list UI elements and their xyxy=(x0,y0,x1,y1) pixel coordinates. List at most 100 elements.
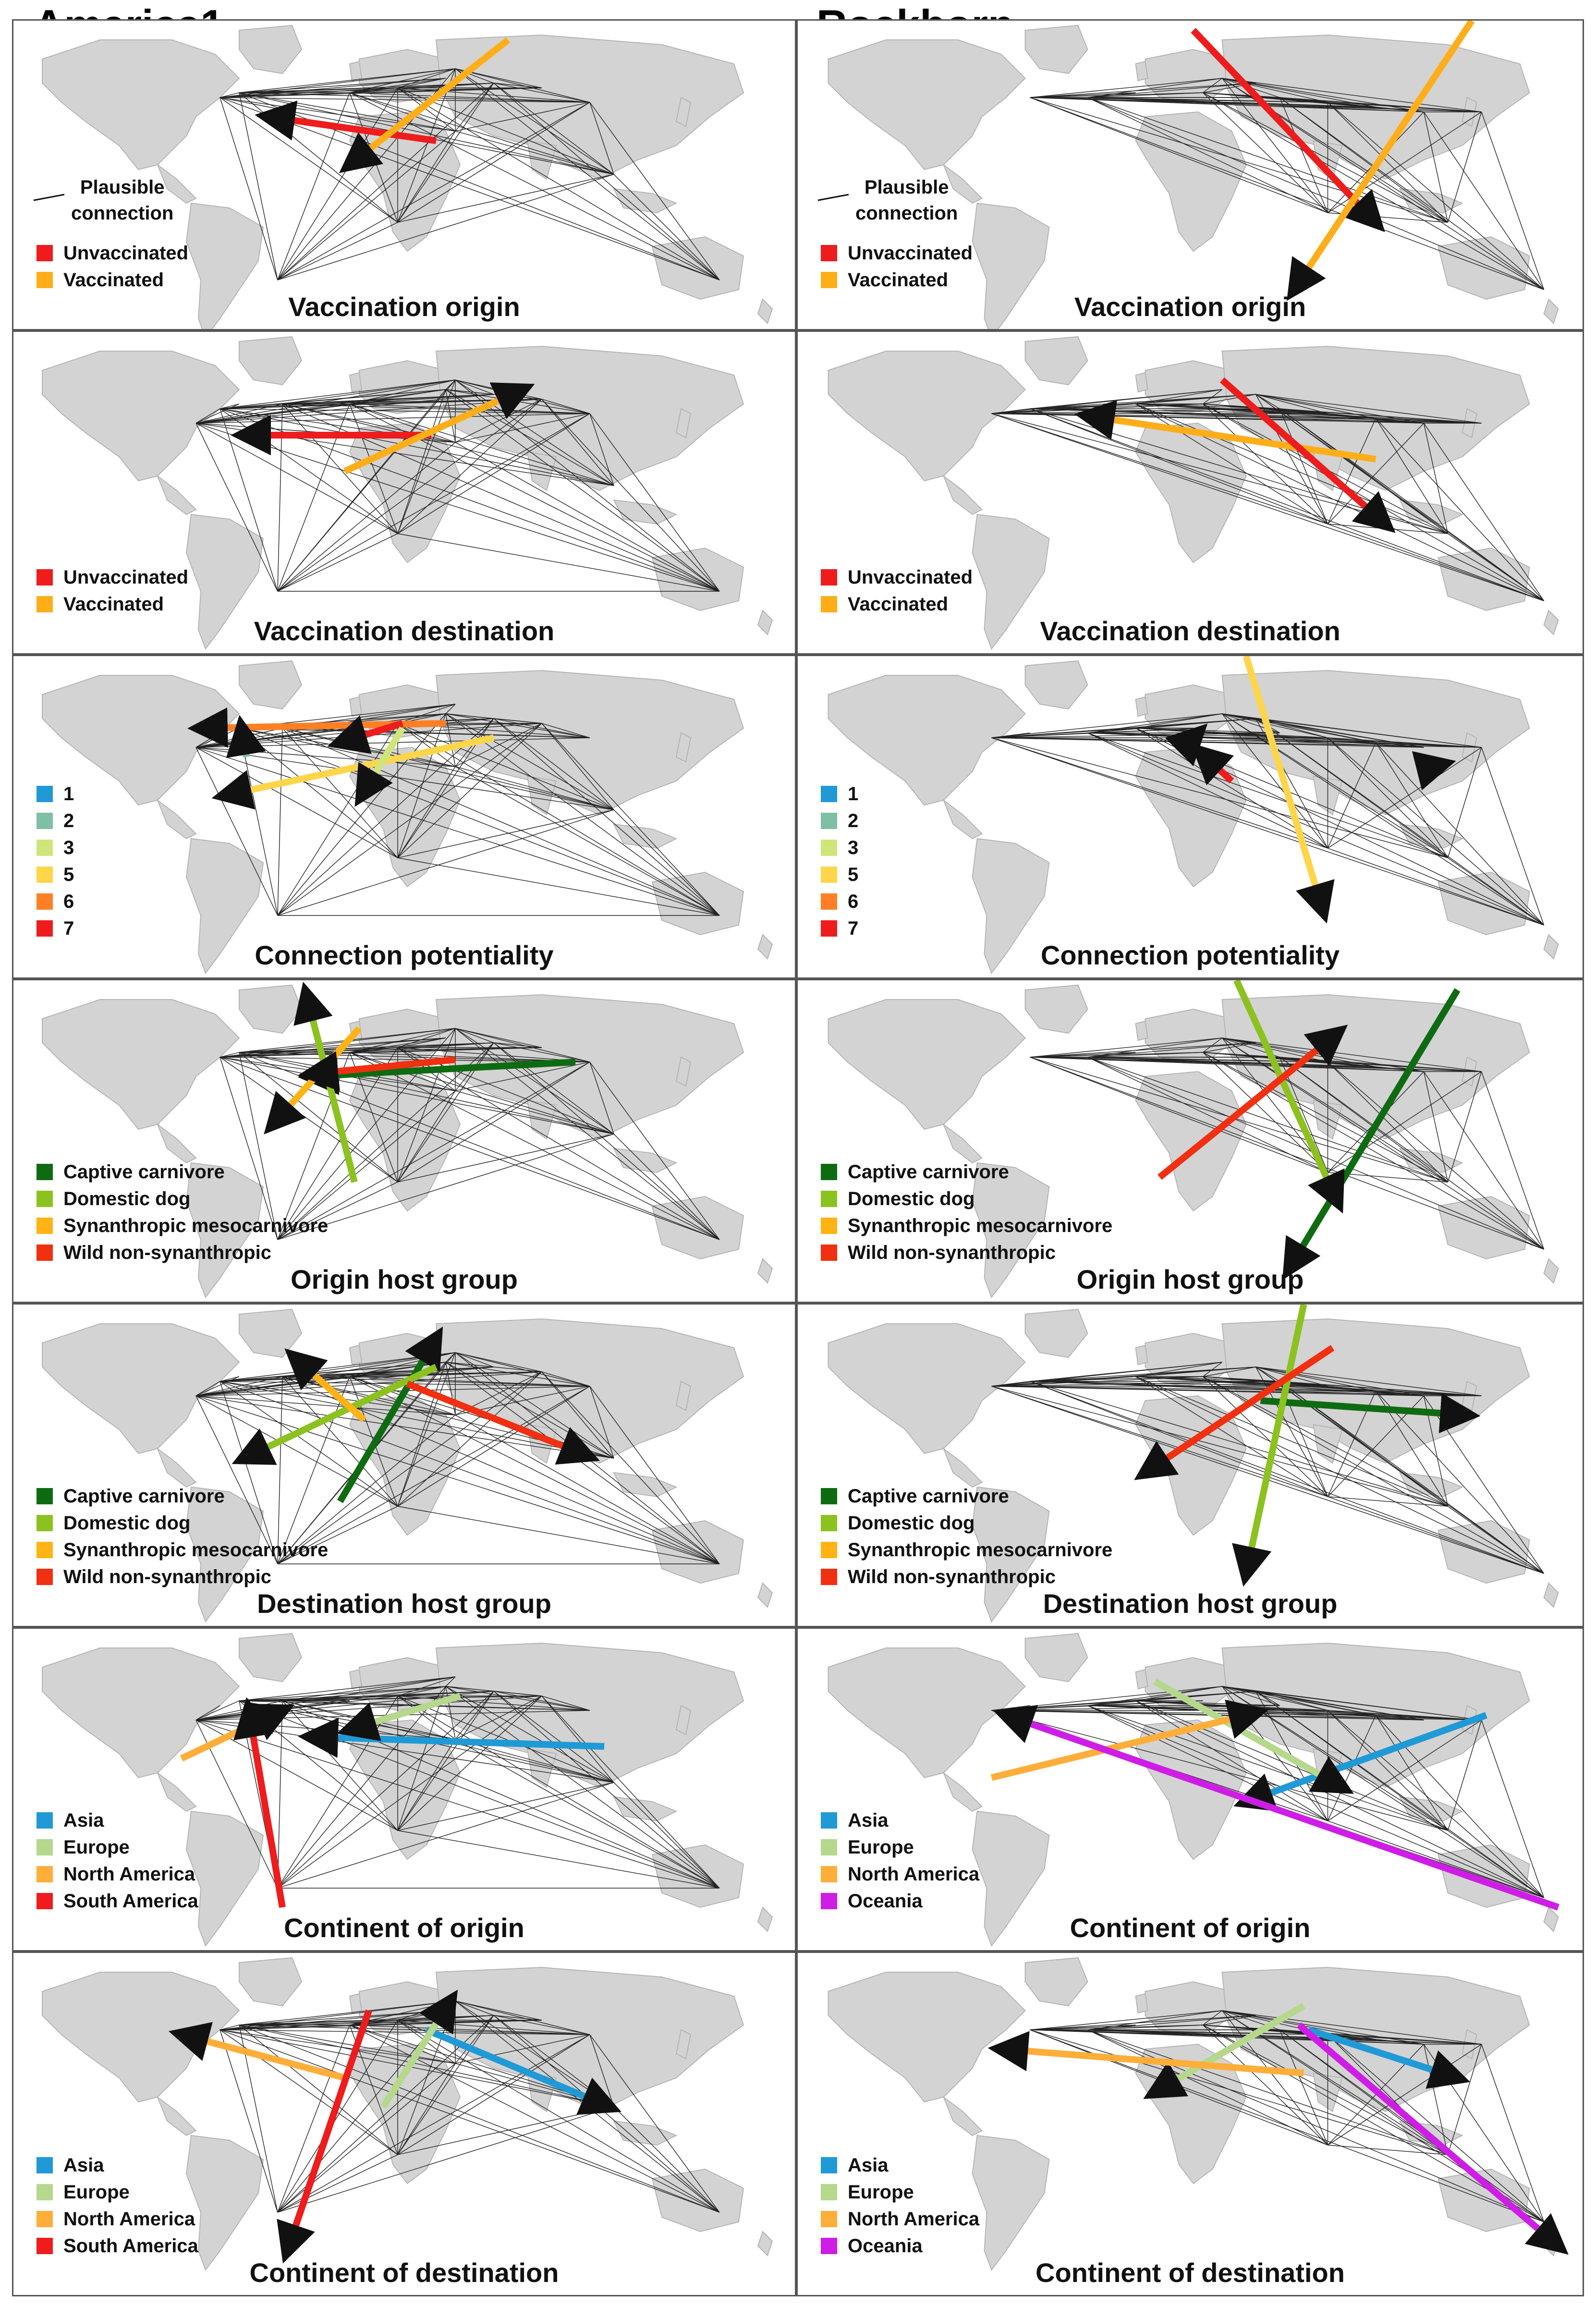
plausible-connection-line xyxy=(1087,1705,1448,1831)
plausible-connection-line xyxy=(493,718,720,916)
highlighted-connection-arrow xyxy=(1143,2002,1306,2099)
plausible-connection-line xyxy=(239,1042,494,1053)
plausible-connection-line xyxy=(455,1352,494,1367)
legend-item: Domestic dog xyxy=(821,1510,1112,1537)
legend-swatch xyxy=(821,2211,837,2227)
plausible-connection-line xyxy=(397,1739,456,1831)
plausible-connection-line xyxy=(991,1386,1448,1507)
plausible-connection-line xyxy=(1087,1052,1203,1058)
legend-item: Asia xyxy=(821,1807,979,1834)
plausible-connection-line xyxy=(219,1376,240,1382)
plausible-connection-line xyxy=(195,423,398,534)
world-landmass xyxy=(42,660,773,974)
legend-swatch xyxy=(821,1191,837,1207)
plausible-connection-line xyxy=(277,2025,350,2213)
map-panel-america1-row-1: Plausible connection Unvaccinated Vaccinate… xyxy=(12,19,796,330)
plausible-connection-line xyxy=(1203,78,1222,93)
panel-title: Continent of origin xyxy=(284,1913,524,1943)
plausible-connection-line xyxy=(282,728,398,858)
plausible-connection-line xyxy=(1448,533,1544,601)
plausible-connection-line xyxy=(1328,1710,1482,1720)
legend-swatch xyxy=(37,1515,53,1531)
highlighted-connection-arrow xyxy=(1296,2022,1569,2255)
plausible-connection-line xyxy=(277,728,283,916)
plausible-connection-line xyxy=(1087,732,1424,748)
plausible-connection-line xyxy=(1135,1700,1424,1720)
plausible-connection-legend: Plausible connection xyxy=(33,174,173,226)
plausible-connection-line xyxy=(349,1037,446,1053)
legend-label: Europe xyxy=(63,2181,130,2203)
plausible-connection-legend: Plausible connection xyxy=(817,174,958,226)
highlighted-connection-arrow xyxy=(226,715,266,758)
plausible-connection-line xyxy=(1255,1691,1280,1706)
world-map xyxy=(828,21,1559,329)
plausible-connection-line xyxy=(541,1696,720,1889)
highlighted-connection-arrow xyxy=(187,707,446,748)
plausible-connection-line xyxy=(1087,1037,1222,1058)
legend-swatch xyxy=(37,2211,53,2227)
plausible-label-line1: Plausible xyxy=(864,177,949,198)
legend-swatch xyxy=(37,866,53,883)
plausible-connection-line xyxy=(1375,1715,1449,1831)
plausible-connection-line xyxy=(397,1696,456,1740)
panel-title: Continent of destination xyxy=(249,2257,559,2288)
plausible-connection-line xyxy=(1087,97,1328,103)
legend-swatch xyxy=(37,893,53,910)
panel-title: Vaccination destination xyxy=(1040,616,1340,646)
legend-item: Vaccinated xyxy=(37,267,188,293)
plausible-connection-line xyxy=(455,1739,614,1783)
legend-label: 1 xyxy=(848,783,859,805)
world-map xyxy=(42,981,773,1298)
plausible-connection-line xyxy=(277,87,398,281)
plausible-connection-line xyxy=(493,83,720,281)
panel-title: Destination host group xyxy=(1043,1588,1338,1619)
plausible-connection-line xyxy=(195,1696,398,1720)
legend-swatch xyxy=(821,2238,837,2254)
plausible-connection-line xyxy=(1030,1057,1544,1250)
highlighted-connection-arrow xyxy=(406,1380,600,1465)
plausible-connection-line xyxy=(589,102,720,281)
plausible-connection-line xyxy=(349,1028,456,1053)
plausible-connection-line xyxy=(1203,1052,1544,1250)
plausible-connection-line xyxy=(277,413,590,592)
plausible-connection-line xyxy=(239,2025,720,2213)
plausible-connection-line xyxy=(1481,1071,1545,1250)
plausible-connection-line xyxy=(1221,1037,1328,1173)
plausible-connection-line xyxy=(1203,1376,1448,1507)
plausible-connection-line xyxy=(1030,1381,1544,1574)
plausible-connection-line xyxy=(589,1386,614,1459)
highlighted-connection-arrow xyxy=(337,1326,443,1503)
legend-item: South America xyxy=(37,1888,198,1915)
plausible-connection-line xyxy=(1087,1057,1448,1183)
legend-label: Oceania xyxy=(848,1890,923,1912)
plausible-connection-line xyxy=(455,766,720,916)
panel-title: Continent of destination xyxy=(1036,2257,1345,2288)
plausible-connection-line xyxy=(493,83,614,175)
world-landmass xyxy=(828,660,1559,974)
plausible-connection-line xyxy=(445,713,590,738)
plausible-connection-line xyxy=(1135,1376,1482,1396)
plausible-connection-line xyxy=(1279,1381,1544,1574)
highlighted-connection-arrow xyxy=(298,1055,576,1095)
plausible-connection-line xyxy=(1255,1367,1424,1396)
plausible-connection-line xyxy=(349,389,446,404)
plausible-connection-line xyxy=(277,2106,614,2213)
plausible-connection-line xyxy=(277,1506,398,1564)
plausible-connection-line xyxy=(219,379,456,409)
legend-label: 3 xyxy=(63,837,74,858)
plausible-connection-line xyxy=(1376,742,1424,748)
legend-swatch xyxy=(37,840,53,856)
legend-swatch xyxy=(821,1218,837,1234)
legend-label: Wild non-synanthropic xyxy=(63,1566,271,1587)
plausible-connection-line xyxy=(239,2025,614,2107)
plausible-connection-line xyxy=(1375,418,1449,534)
plausible-connection-line xyxy=(277,723,542,916)
legend-swatch xyxy=(821,1164,837,1180)
plausible-connection-line xyxy=(1481,747,1545,926)
legend-item: Europe xyxy=(821,1834,979,1861)
plausible-connection-line xyxy=(541,1371,590,1387)
panel-title: Origin host group xyxy=(1076,1264,1304,1294)
plausible-connection-line xyxy=(1481,1720,1545,1898)
plausible-connection-line xyxy=(1376,1715,1424,1720)
plausible-connection-line xyxy=(282,1376,590,1387)
